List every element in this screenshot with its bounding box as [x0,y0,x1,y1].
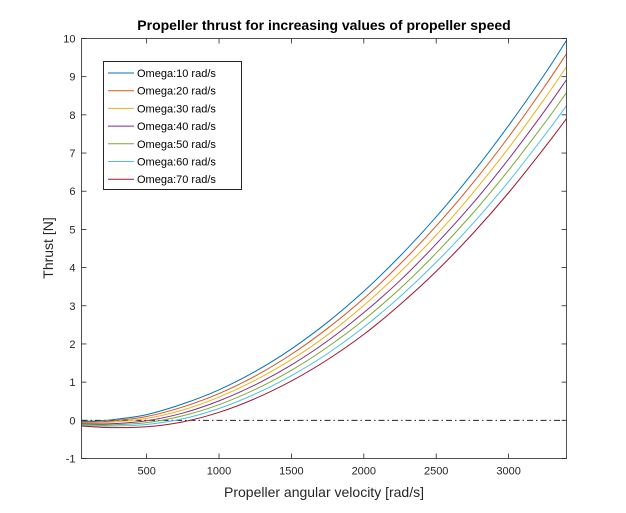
x-axis-label: Propeller angular velocity [rad/s] [224,484,424,500]
axes-box [81,38,567,459]
legend-label-4: Omega:40 rad/s [137,121,216,133]
y-tick-label: 1 [69,377,75,389]
legend-box [103,61,242,190]
axis-layer: 500 1000 1500 2000 2500 3000 -1 0 1 2 3 4 5 6 7 8 9 10 [63,34,567,478]
y-tick-label: 6 [69,186,75,198]
series-line-7 [81,118,567,429]
series-line-1 [81,40,567,422]
legend-label-7: Omega:70 rad/s [137,174,216,186]
series-line-4 [81,79,567,425]
y-tick-label: 5 [69,224,75,236]
series-line-6 [81,105,567,427]
y-tick-label: 0 [69,415,75,427]
y-tick-label: 4 [69,263,75,275]
x-tick-label: 500 [137,466,155,478]
legend-label-6: Omega:60 rad/s [137,157,216,169]
y-tick-label: 8 [69,110,75,122]
legend: Omega:10 rad/s Omega:20 rad/s Omega:30 rad… [103,61,242,190]
x-tick-label: 3000 [496,466,520,478]
x-tick-label: 2000 [352,466,376,478]
series-line-2 [81,53,567,423]
legend-label-2: Omega:20 rad/s [137,86,216,98]
y-tick-label: 7 [69,148,75,160]
x-tick-label: 1000 [207,466,231,478]
legend-label-3: Omega:30 rad/s [137,103,216,115]
legend-label-1: Omega:10 rad/s [137,68,216,80]
x-tick-label: 2500 [424,466,448,478]
y-axis-label: Thrust [N] [40,217,56,278]
legend-label-5: Omega:50 rad/s [137,139,216,151]
y-tick-label: 10 [63,34,75,46]
y-tick-label: 9 [69,72,75,84]
x-tick-label: 1500 [279,466,303,478]
y-tick-label: -1 [66,454,76,466]
series-layer [81,40,567,429]
y-tick-label: 3 [69,301,75,313]
series-line-3 [81,66,567,424]
legend-items: Omega:10 rad/s Omega:20 rad/s Omega:30 rad… [108,68,216,186]
series-line-5 [81,92,567,426]
chart-title: Propeller thrust for increasing values o… [137,17,510,33]
y-tick-label: 2 [69,339,75,351]
